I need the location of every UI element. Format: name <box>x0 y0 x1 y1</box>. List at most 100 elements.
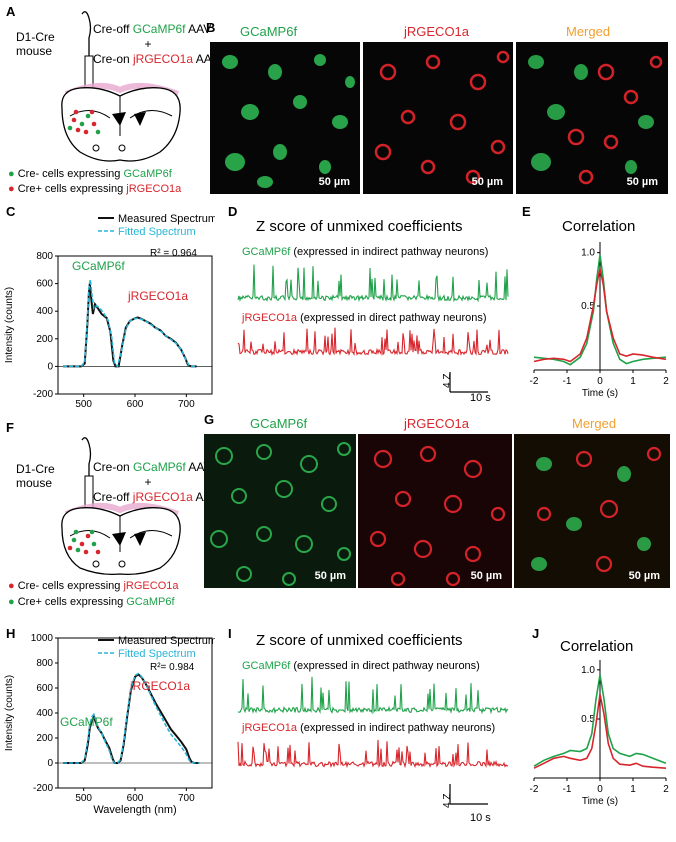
x-tick-label: 600 <box>127 399 144 410</box>
y-tick-label: 1.0 <box>581 665 595 676</box>
panel-label-f: F <box>6 420 14 435</box>
cells-g-jrgeco <box>369 445 506 587</box>
mouse-line-1: D1-Cre <box>16 30 55 44</box>
panel-label-e: E <box>522 204 531 219</box>
panel-label-b: B <box>206 20 216 35</box>
r-squared-label: R²= 0.984 <box>150 662 195 673</box>
y-tick-label: 800 <box>36 251 53 262</box>
x-tick-label: 1 <box>630 784 636 795</box>
scale-label-g-1: 50 µm <box>314 570 346 582</box>
y-tick-label: 1000 <box>31 633 54 644</box>
x-tick-label: 2 <box>663 784 669 795</box>
x-tick-label: 1 <box>630 376 636 387</box>
correlation-chart-j: -2 -1 0 1 2 0.5 1.0 Time (s) <box>530 660 669 807</box>
micrograph-b-jrgeco: 50 µm <box>363 42 513 194</box>
scale-x-d: 10 s <box>470 392 491 404</box>
y-tick-label: 200 <box>36 334 53 345</box>
correlation-line-1 <box>533 694 667 769</box>
plot-frame <box>57 255 213 395</box>
mouse-line-2: mouse <box>16 44 53 58</box>
peak-label-gcamp: GCaMP6f <box>60 715 113 729</box>
y-tick-label: 0 <box>47 758 53 769</box>
panel-label-g: G <box>204 412 215 427</box>
traces-d <box>237 264 509 393</box>
cells-b-gcamp <box>222 54 355 188</box>
panel-label-h: H <box>6 626 16 641</box>
x-tick-label: -2 <box>530 784 539 795</box>
peak-label-jrgeco: jRGECO1a <box>129 679 190 693</box>
x-tick-label: 0 <box>597 376 603 387</box>
panel-label-i: I <box>228 626 232 641</box>
gcamp-trace <box>237 264 509 303</box>
title-b-gcamp: GCaMP6f <box>240 24 298 39</box>
y-tick-label: 0.5 <box>581 301 595 312</box>
peak-label-gcamp: GCaMP6f <box>72 259 125 273</box>
title-g-jrgeco: jRGECO1a <box>404 416 470 431</box>
correlation-line-0 <box>533 254 667 366</box>
title-g-merged: Merged <box>572 416 617 431</box>
scale-label-b-2: 50 µm <box>471 176 503 188</box>
y-tick-label: -200 <box>33 783 53 794</box>
y-tick-label: 400 <box>36 708 53 719</box>
title-j: Correlation <box>560 638 634 655</box>
jrgeco-trace <box>237 327 509 357</box>
x-tick-label: 0 <box>597 784 603 795</box>
x-tick-label: -1 <box>563 784 572 795</box>
y-tick-label: -200 <box>33 389 53 400</box>
panel-label-j: J <box>532 626 540 641</box>
y-tick-label: 800 <box>36 658 53 669</box>
x-tick-label: 700 <box>178 793 195 804</box>
x-tick-label: 500 <box>75 399 92 410</box>
title-e: Correlation <box>562 218 636 235</box>
y-tick-label: 400 <box>36 306 53 317</box>
y-tick-label: 0 <box>47 361 53 372</box>
series-line-fitted <box>63 672 200 764</box>
y-axis-label: Intensity (counts) <box>4 675 15 751</box>
cells-b-jrgeco <box>374 50 510 185</box>
scale-y-d: 4 Z <box>442 373 453 388</box>
cell-dots-a <box>67 109 101 135</box>
title-b-merged: Merged <box>566 24 611 39</box>
spectrum-chart-c: -200 0 200 400 600 800 500 600 700 Measured Spect… <box>4 213 215 410</box>
mouse-line-f-1: D1-Cre <box>16 462 55 476</box>
mouse-label-f: D1-Cre mouse <box>16 462 55 490</box>
trace-label-i-2: jRGECO1a (expressed in indirect pathway … <box>242 722 496 734</box>
x-tick-label: -1 <box>563 376 572 387</box>
legend-entry: Measured Spectrum <box>118 213 215 225</box>
peak-label-jrgeco: jRGECO1a <box>127 289 188 303</box>
trace-label-i-1: GCaMP6f (expressed in direct pathway neu… <box>242 660 480 672</box>
virus-label-f: Cre-on GCaMP6f AAV + Cre-off jRGECO1a AA… <box>93 460 219 504</box>
legend-f-1: ● Cre- cells expressing jRGECO1a <box>8 580 179 592</box>
series-line-measured <box>63 283 197 368</box>
panel-label-d: D <box>228 204 238 219</box>
gcamp-trace <box>237 676 509 715</box>
cell-dots-f <box>67 529 101 555</box>
x-tick-label: 600 <box>127 793 144 804</box>
y-tick-label: 600 <box>36 683 53 694</box>
x-axis-label: Time (s) <box>582 388 618 399</box>
scale-x-i: 10 s <box>470 812 491 824</box>
brain-diagram-f <box>61 437 181 576</box>
scale-y-i: 4 Z <box>442 793 453 808</box>
legend-a-2: ● Cre+ cells expressing jRGECO1a <box>8 183 182 195</box>
plot-frame <box>57 637 213 789</box>
micrograph-g-merged: 50 µm <box>514 434 670 588</box>
traces-i <box>237 676 509 805</box>
x-tick-label: -2 <box>530 376 539 387</box>
cells-g-merged <box>531 446 662 573</box>
x-axis-label: Wavelength (nm) <box>93 804 176 816</box>
legend-f-2: ● Cre+ cells expressing GCaMP6f <box>8 596 175 608</box>
x-tick-label: 500 <box>75 793 92 804</box>
x-axis-label: Time (s) <box>582 796 618 807</box>
scale-label-b-3: 50 µm <box>626 176 658 188</box>
cells-b-merged <box>528 55 663 185</box>
legend-entry: Fitted Spectrum <box>118 648 196 660</box>
mouse-label-a: D1-Cre mouse <box>16 30 55 58</box>
scale-label-g-2: 50 µm <box>470 570 502 582</box>
y-tick-label: 600 <box>36 279 53 290</box>
correlation-line-1 <box>533 268 667 363</box>
panel-label-a: A <box>6 4 16 19</box>
y-axis-label: Intensity (counts) <box>4 287 15 363</box>
spectrum-chart-h: -200 0 200 400 600 800 1000 500 600 700 Measured S… <box>4 633 215 816</box>
micrograph-g-jrgeco: 50 µm <box>358 434 512 588</box>
